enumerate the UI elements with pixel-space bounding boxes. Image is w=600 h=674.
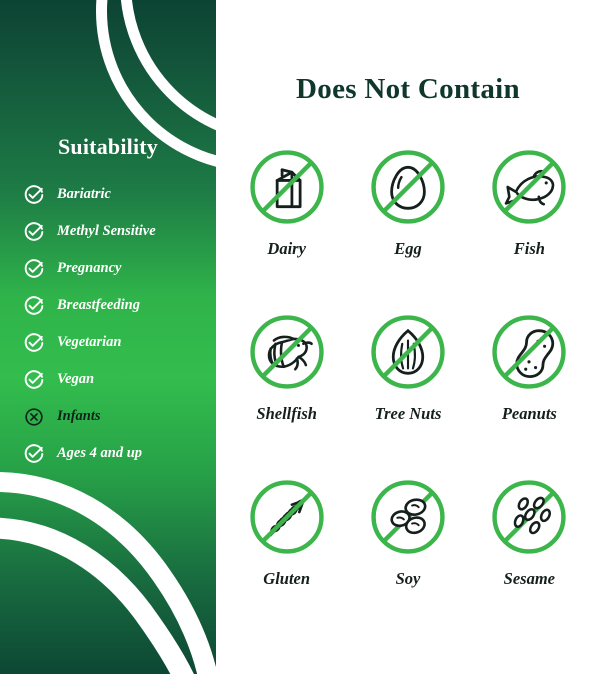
peanut-icon [492, 315, 566, 389]
milk-carton-icon [250, 150, 324, 224]
check-circle-icon [24, 184, 44, 204]
allergen-cell-shellfish[interactable]: Shellfish [226, 311, 347, 476]
list-item-label: Methyl Sensitive [57, 223, 156, 239]
list-item[interactable]: Infants [24, 398, 216, 435]
allergen-cell-fish[interactable]: Fish [469, 146, 590, 311]
wheat-icon [250, 480, 324, 554]
sidebar-title: Suitability [57, 134, 158, 159]
allergen-label: Peanuts [501, 404, 557, 423]
soybean-icon [371, 480, 445, 554]
allergen-label: Soy [395, 569, 421, 588]
allergen-label: Dairy [267, 239, 306, 258]
allergen-label: Fish [513, 239, 545, 258]
shrimp-icon [250, 315, 324, 389]
check-circle-icon [24, 332, 44, 352]
suitability-list: Bariatric Methyl Sensitive Pregnancy [24, 176, 216, 472]
allergen-cell-sesame[interactable]: Sesame [469, 476, 590, 641]
check-circle-icon [24, 443, 44, 463]
allergen-cell-tree-nuts[interactable]: Tree Nuts [347, 311, 468, 476]
allergen-label: Egg [394, 239, 422, 258]
allergen-cell-egg[interactable]: Egg [347, 146, 468, 311]
allergen-label: Sesame [503, 569, 555, 588]
list-item-label: Infants [57, 408, 101, 424]
check-circle-icon [24, 221, 44, 241]
x-circle-icon [25, 407, 43, 426]
almond-icon [371, 315, 445, 389]
list-item[interactable]: Breastfeeding [24, 287, 216, 324]
check-circle-icon [24, 295, 44, 315]
list-item-label: Breastfeeding [57, 297, 140, 313]
list-item-label: Bariatric [57, 186, 111, 202]
allergen-cell-peanuts[interactable]: Peanuts [469, 311, 590, 476]
suitability-panel: Suitability Bariatric Methyl Sensitive [0, 0, 216, 674]
list-item[interactable]: Ages 4 and up [24, 435, 216, 472]
does-not-contain-panel: Does Not Contain Dairy [216, 0, 600, 674]
check-circle-icon [24, 369, 44, 389]
allergen-label: Shellfish [256, 404, 317, 423]
list-item[interactable]: Vegetarian [24, 324, 216, 361]
allergen-cell-gluten[interactable]: Gluten [226, 476, 347, 641]
allergen-cell-soy[interactable]: Soy [347, 476, 468, 641]
allergen-grid: Dairy Egg [226, 146, 590, 641]
page-title: Does Not Contain [296, 73, 520, 105]
egg-icon [371, 150, 445, 224]
list-item-label: Vegan [57, 371, 95, 387]
decorative-arc-inner [120, 0, 216, 144]
list-item[interactable]: Vegan [24, 361, 216, 398]
allergen-label: Tree Nuts [374, 404, 442, 423]
fish-icon [492, 150, 566, 224]
list-item[interactable]: Bariatric [24, 176, 216, 213]
sesame-seeds-icon [492, 480, 566, 554]
allergen-cell-dairy[interactable]: Dairy [226, 146, 347, 311]
list-item-label: Vegetarian [57, 334, 122, 350]
allergen-label: Gluten [263, 569, 311, 588]
list-item[interactable]: Methyl Sensitive [24, 213, 216, 250]
decorative-waves [0, 472, 216, 674]
list-item[interactable]: Pregnancy [24, 250, 216, 287]
list-item-label: Pregnancy [57, 260, 122, 276]
check-circle-icon [24, 258, 44, 278]
list-item-label: Ages 4 and up [57, 445, 143, 461]
